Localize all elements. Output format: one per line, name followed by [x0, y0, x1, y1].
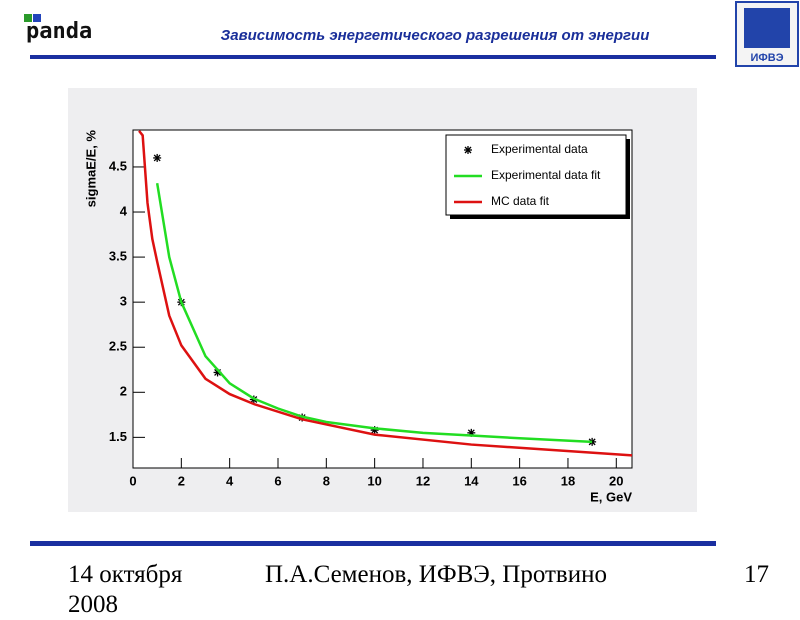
x-tick-label: 12	[416, 473, 430, 488]
fit-curve	[155, 182, 593, 444]
y-axis-label: sigmaE/E, %	[83, 130, 98, 208]
legend-label: Experimental data	[491, 142, 588, 156]
marker-stroke	[153, 154, 161, 162]
y-tick-label: 3	[120, 294, 127, 309]
legend-label: MC data fit	[491, 194, 550, 208]
footer-rule	[30, 541, 716, 546]
logo-left: panda	[26, 19, 92, 44]
header-rule	[30, 55, 716, 59]
logo-square	[33, 14, 41, 22]
x-tick-label: 16	[512, 473, 526, 488]
x-tick-label: 10	[367, 473, 381, 488]
x-tick-label: 20	[609, 473, 623, 488]
x-axis-label: E, GeV	[590, 489, 632, 504]
marker-stroke	[464, 146, 472, 154]
logo-right-emblem	[744, 8, 790, 48]
y-tick-label: 2.5	[109, 339, 127, 354]
data-point	[153, 153, 162, 162]
x-tick-label: 8	[323, 473, 330, 488]
legend-marker	[464, 146, 472, 154]
logo-right: ИФВЭ	[750, 52, 783, 64]
logo-square	[24, 14, 32, 22]
legend-label: Experimental data fit	[491, 168, 601, 182]
x-tick-label: 6	[274, 473, 281, 488]
plot: 0 2 4 6 8 10 12 14 16 18 20 1.5 2 2.5 3 3.5 4 4.5 E, GeV si…	[83, 130, 632, 505]
page-number: 17	[744, 561, 769, 588]
x-tick-label: 14	[464, 473, 479, 488]
fit-curve	[138, 130, 633, 457]
footer-author: П.А.Семенов, ИФВЭ, Протвино	[265, 561, 607, 588]
footer-date: 14 октября 2008	[68, 561, 183, 618]
x-tick-label: 4	[226, 473, 234, 488]
slide: { "header": {"title": "Зависимость энерг…	[24, 1, 799, 618]
slide-canvas: panda Зависимость энергетического разреш…	[24, 1, 799, 546]
y-tick-label: 4.5	[109, 158, 127, 173]
y-tick-label: 3.5	[109, 249, 127, 264]
x-tick-label: 2	[178, 473, 185, 488]
y-tick-label: 4	[120, 203, 128, 218]
x-tick-label: 0	[129, 473, 136, 488]
slide-title: Зависимость энергетического разрешения о…	[221, 27, 650, 44]
y-tick-label: 1.5	[109, 429, 127, 444]
y-tick-label: 2	[120, 384, 127, 399]
x-tick-label: 18	[561, 473, 575, 488]
